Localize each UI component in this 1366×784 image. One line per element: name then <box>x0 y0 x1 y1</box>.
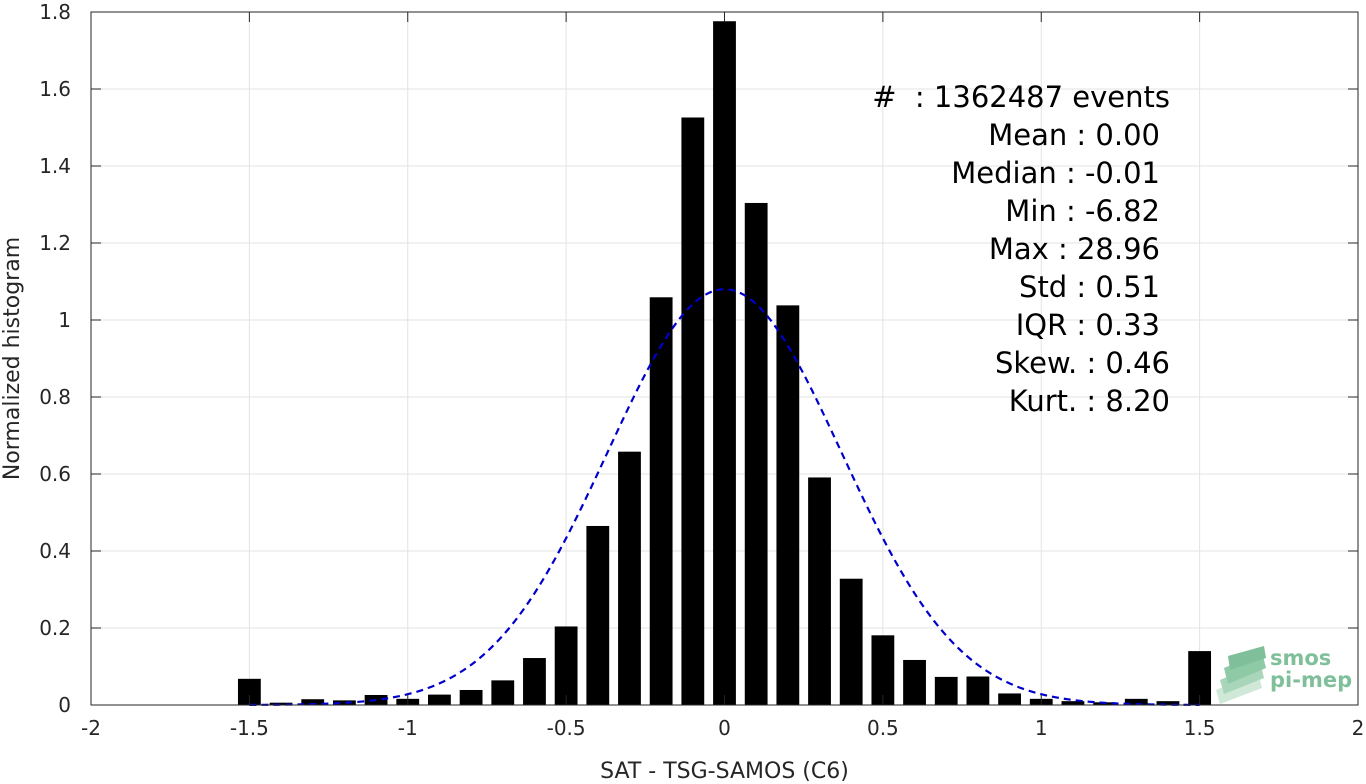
y-tick-label: 0.8 <box>39 385 71 409</box>
histogram-bar <box>934 676 958 705</box>
gaussian-fit-curve <box>249 288 1200 706</box>
histogram-bar <box>998 693 1021 705</box>
histogram-bar <box>1061 701 1085 705</box>
histogram-bar <box>586 525 610 705</box>
x-tick-label: 1.5 <box>1184 716 1216 740</box>
x-tick-label: 1 <box>1035 716 1048 740</box>
x-tick-label: 0.5 <box>867 716 899 740</box>
x-tick-label: -1 <box>398 716 418 740</box>
stats-line: Min : -6.82 <box>1005 194 1160 228</box>
histogram-bar <box>269 702 293 705</box>
x-tick-label: -1.5 <box>230 716 269 740</box>
logo-stack-icon <box>1216 646 1266 704</box>
y-tick-label: 1.6 <box>39 77 71 101</box>
y-tick-label: 1.4 <box>39 154 71 178</box>
histogram-bar <box>301 699 325 705</box>
histogram-bar <box>776 305 800 705</box>
y-tick-label: 1 <box>58 308 71 332</box>
y-tick-label: 1.8 <box>39 0 71 24</box>
histogram-bar <box>744 202 768 705</box>
x-tick-labels: -2 -1.5 -1 -0.5 0 0.5 1 1.5 2 <box>81 716 1364 740</box>
stats-line: Max : 28.96 <box>989 232 1160 266</box>
histogram-bar <box>649 297 673 705</box>
histogram-bar <box>903 659 926 705</box>
histogram-bar <box>966 676 990 705</box>
y-axis-label: Normalized histogram <box>0 237 25 480</box>
histogram-bar <box>1124 698 1148 705</box>
logo-text-pimep: pi-mep <box>1270 668 1352 692</box>
histogram-bar <box>1188 651 1212 705</box>
histogram-bar <box>681 117 705 706</box>
histogram-bar <box>808 477 831 705</box>
y-tick-labels: 0 0.2 0.4 0.6 0.8 1 1.2 1.4 1.6 1.8 <box>39 0 71 717</box>
histogram-bar <box>459 689 483 705</box>
y-tick-label: 0.4 <box>39 539 71 563</box>
stats-line: Mean : 0.00 <box>988 118 1160 152</box>
x-tick-label: 0 <box>718 716 731 740</box>
histogram-bar <box>871 635 895 705</box>
stats-line: Median : -0.01 <box>951 156 1160 190</box>
stats-line: # : 1362487 events <box>872 80 1170 114</box>
histogram-bar <box>332 700 356 705</box>
smos-pi-mep-logo: smos pi-mep <box>1216 646 1352 704</box>
stats-line: Kurt. : 8.20 <box>1009 384 1170 418</box>
histogram-bar <box>523 658 546 705</box>
x-tick-label: -2 <box>81 716 101 740</box>
histogram-bar <box>237 678 261 705</box>
x-tick-label: 2 <box>1352 716 1365 740</box>
stats-box: # : 1362487 events Mean : 0.00 Median : -0… <box>872 80 1170 418</box>
y-tick-label: 1.2 <box>39 231 71 255</box>
histogram-bar <box>713 21 736 706</box>
histogram-bar <box>554 626 578 705</box>
logo-text-smos: smos <box>1270 646 1331 670</box>
stats-line: IQR : 0.33 <box>1016 308 1160 342</box>
stats-line: Std : 0.51 <box>1019 270 1160 304</box>
y-tick-label: 0.2 <box>39 616 71 640</box>
axis-ticks <box>90 11 1359 706</box>
histogram-bars <box>237 21 1212 706</box>
y-tick-label: 0.6 <box>39 462 71 486</box>
histogram-bar <box>491 680 515 705</box>
histogram-bar <box>428 694 451 705</box>
y-tick-label: 0 <box>58 693 71 717</box>
histogram-bar <box>1156 701 1180 705</box>
x-axis-label: SAT - TSG-SAMOS (C6) <box>600 759 849 784</box>
histogram-bar <box>839 578 863 705</box>
stats-line: Skew. : 0.46 <box>995 346 1170 380</box>
x-tick-label: -0.5 <box>547 716 586 740</box>
histogram-bar <box>618 451 641 705</box>
